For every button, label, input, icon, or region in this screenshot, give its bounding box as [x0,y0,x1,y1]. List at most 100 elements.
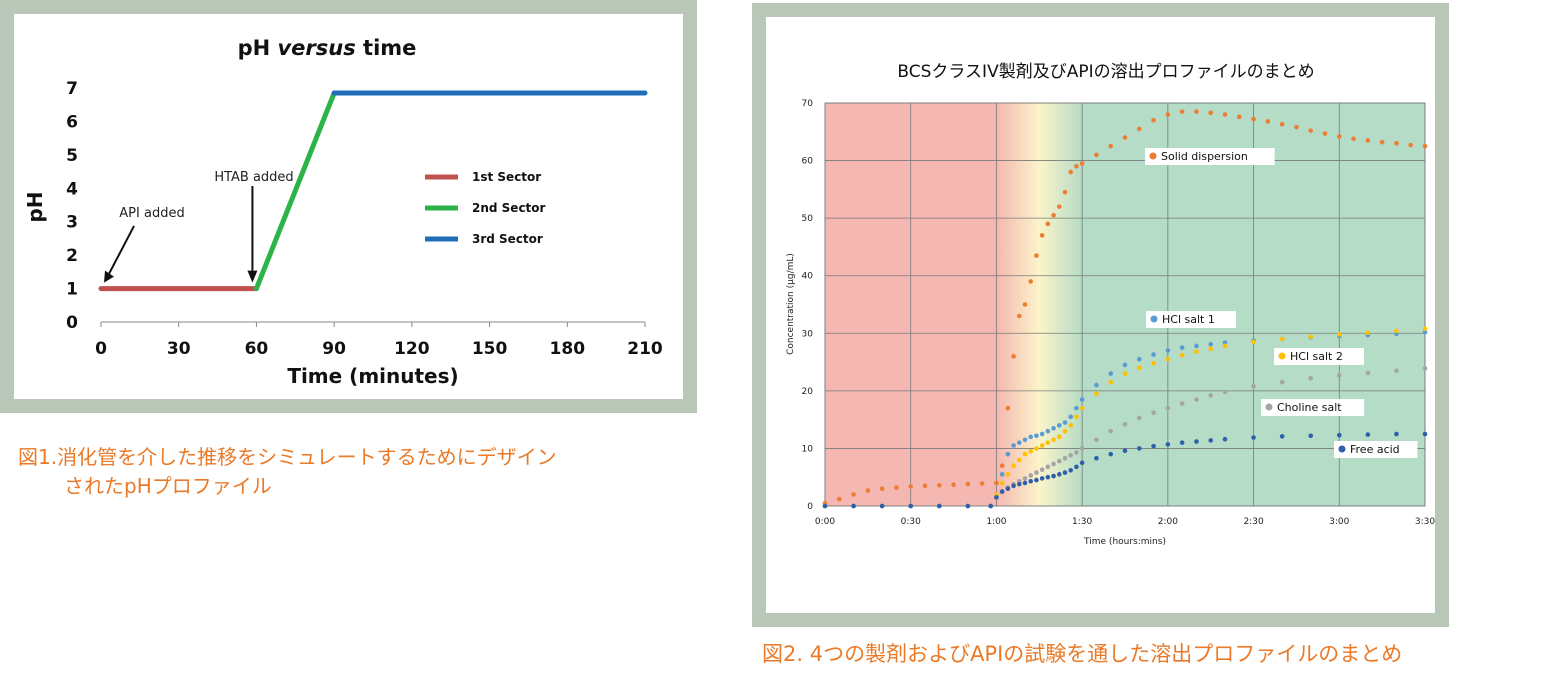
y-axis-label: Concentration (µg/mL) [786,253,796,355]
data-point [1308,334,1314,340]
data-point [1062,420,1068,425]
series-line-2 [253,90,337,292]
data-point [1308,375,1314,381]
data-point [1034,253,1039,258]
data-point [1028,279,1034,284]
x-tick-label: 120 [394,339,430,359]
data-point [1179,401,1185,406]
x-tick-label: 3:00 [1329,517,1349,527]
data-point [1351,136,1356,141]
legend-label-3: 3rd Sector [472,232,543,246]
data-point [1422,326,1428,331]
data-point [1028,478,1034,484]
figure2-frame: BCSクラスIV製剤及びAPIの溶出プロファイルのまとめ 0 10 20 30 40 50 6… [752,3,1449,627]
y-axis-label: pH [23,191,47,222]
data-point [1011,443,1016,448]
legend-label-2: 2nd Sector [472,201,546,215]
data-point [851,503,856,509]
legend-marker-1 [1149,152,1157,160]
legend-label-5: Free acid [1350,443,1400,456]
data-point [1094,437,1099,443]
data-point [1022,480,1028,486]
data-point [1336,332,1342,337]
data-point [1005,451,1011,457]
data-point [1108,379,1114,385]
data-point [1068,423,1074,428]
data-point [1011,354,1016,359]
data-point [1094,152,1099,158]
x-tick-label: 90 [322,339,346,359]
x-axis-label: Time (hours:mins) [1083,537,1166,547]
data-point [1034,433,1039,439]
data-point [1122,371,1128,376]
data-point [1322,131,1328,136]
x-tick-label: 1:00 [986,517,1006,527]
data-point [1056,204,1062,209]
data-point [951,482,956,487]
data-point [1208,110,1214,116]
data-point [1039,431,1045,437]
data-point [1079,397,1085,402]
data-point [1422,143,1428,149]
legend-label-4: Choline salt [1277,401,1342,414]
data-point [1062,470,1068,475]
data-point [1365,370,1371,376]
x-tick-label: 30 [167,339,191,359]
data-point [1179,352,1185,358]
data-point [1039,233,1045,238]
legend-marker-3 [1278,352,1286,360]
x-tick-label: 3:30 [1415,517,1435,527]
y-tick-label: 1 [66,280,78,300]
series-5 [822,431,1428,509]
y-tick-label: 5 [66,146,78,166]
data-point [965,503,971,509]
background-band-2 [996,103,1083,506]
data-point [936,503,942,509]
data-point [1028,434,1034,440]
legend-label-1: Solid dispersion [1161,150,1248,163]
data-point [1194,397,1199,402]
y-tick-label: 6 [66,112,78,132]
data-point [1136,365,1142,371]
data-point [1222,340,1228,345]
data-point [1005,472,1011,477]
y-tick-label: 30 [802,329,814,339]
data-point [1136,356,1142,362]
data-point [1074,164,1079,169]
data-point [1122,135,1128,140]
y-tick-label: 0 [807,502,813,512]
data-point [879,486,885,492]
data-point [1222,436,1228,442]
data-point [894,485,899,490]
data-point [1308,433,1314,439]
data-point [1028,449,1034,454]
data-point [1151,117,1156,123]
data-point [1056,472,1062,477]
data-point [1194,109,1199,114]
data-point [1034,477,1039,483]
data-point [1039,476,1045,481]
plot-border [824,102,1426,507]
chart-title: BCSクラスIV製剤及びAPIの溶出プロファイルのまとめ [897,62,1314,82]
data-point [1422,366,1428,371]
data-point [1016,313,1022,319]
data-point [1365,138,1371,143]
data-point [1068,453,1074,458]
data-point [1068,414,1074,420]
data-point [1079,161,1085,166]
data-point [908,484,914,489]
data-point [879,503,885,509]
data-point [1056,423,1062,428]
data-point [1068,169,1074,175]
figure1-chart-area: pH versus time 0 30 60 90 120 150 180 210 0 1 2 3 4 5 6… [14,14,683,399]
data-point [1034,446,1039,451]
y-tick-label: 70 [802,99,814,109]
data-point [1208,393,1214,398]
data-point [1294,124,1299,130]
series-1 [822,109,1428,506]
data-point [1151,443,1156,449]
data-point [994,495,999,500]
chart-title: pH versus time [238,36,417,60]
data-point [1394,328,1399,334]
data-point [1094,391,1099,397]
